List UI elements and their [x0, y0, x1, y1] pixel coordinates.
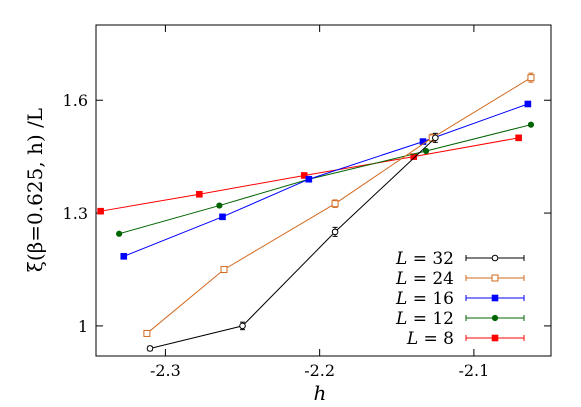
series-line — [100, 137, 519, 212]
data-point — [216, 202, 223, 209]
series-line — [123, 103, 529, 257]
data-point — [432, 134, 439, 142]
data-point — [220, 265, 228, 273]
data-point — [491, 254, 499, 262]
legend-label: L = 32 — [395, 249, 454, 269]
data-point — [524, 100, 532, 108]
data-point — [239, 322, 246, 330]
data-point — [116, 230, 123, 237]
data-point — [300, 172, 308, 179]
series-3 — [116, 121, 535, 237]
x-tick-label: -2.3 — [150, 361, 181, 380]
data-point — [331, 200, 339, 208]
data-point — [491, 314, 499, 322]
data-point — [527, 74, 535, 82]
legend-entry: L = 12 — [395, 309, 525, 329]
y-tick-label: 1 — [78, 317, 88, 336]
data-point — [422, 147, 430, 155]
data-point — [146, 345, 154, 352]
y-tick-label: 1.3 — [63, 204, 88, 223]
data-point — [143, 329, 151, 337]
legend-label: L = 12 — [395, 309, 454, 329]
data-point — [491, 294, 499, 302]
plot-frame — [95, 24, 552, 357]
series-0 — [146, 132, 439, 352]
data-point — [527, 121, 535, 128]
data-point — [515, 134, 522, 142]
series-1 — [143, 72, 535, 337]
x-axis-label: h — [314, 381, 327, 405]
x-tick-label: -2.2 — [304, 361, 335, 380]
legend-entry: L = 24 — [395, 269, 525, 289]
series-line — [119, 124, 532, 235]
series-2 — [120, 100, 532, 260]
series-layer — [97, 72, 535, 352]
data-point — [97, 207, 104, 215]
data-point — [196, 190, 203, 198]
y-axis-label: ξ(β=0.625, h) /L — [23, 108, 47, 272]
legend-entry: L = 16 — [395, 289, 525, 309]
ticks: -2.3 -2.2 -2.1 1 1.3 1.6 — [63, 25, 551, 380]
data-point — [491, 274, 499, 282]
series-4 — [97, 134, 522, 215]
series-line — [149, 137, 436, 349]
legend-label: L = 8 — [406, 329, 454, 349]
data-point — [491, 334, 499, 342]
legend-label: L = 24 — [395, 269, 454, 289]
legend-label: L = 16 — [395, 289, 454, 309]
x-tick-label: -2.1 — [458, 361, 489, 380]
legend-entry: L = 32 — [395, 249, 525, 269]
legend: L = 32L = 24L = 16L = 12L = 8 — [395, 249, 525, 349]
legend-entry: L = 8 — [406, 329, 525, 349]
series-line — [146, 77, 532, 334]
y-tick-label: 1.6 — [63, 91, 88, 110]
data-point — [120, 253, 128, 260]
data-point — [331, 228, 339, 236]
data-point — [219, 213, 226, 221]
data-point — [305, 175, 313, 183]
